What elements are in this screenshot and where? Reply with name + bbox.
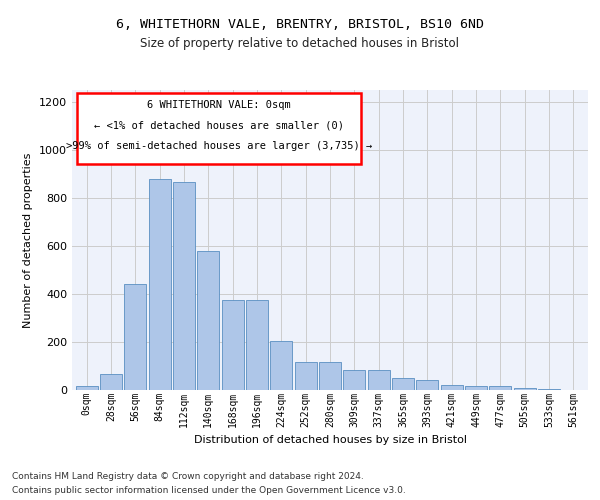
Bar (295, 362, 317, 390)
Bar (124, 284, 146, 390)
Text: ← <1% of detached houses are smaller (0): ← <1% of detached houses are smaller (0) (94, 120, 344, 130)
Bar (76, 386, 98, 390)
Bar (246, 300, 268, 390)
Bar (538, 389, 560, 390)
Y-axis label: Number of detached properties: Number of detached properties (23, 152, 34, 328)
Text: >99% of semi-detached houses are larger (3,735) →: >99% of semi-detached houses are larger … (66, 141, 372, 151)
Bar (392, 378, 414, 390)
Text: 6, WHITETHORN VALE, BRENTRY, BRISTOL, BS10 6ND: 6, WHITETHORN VALE, BRENTRY, BRISTOL, BS… (116, 18, 484, 30)
Text: Size of property relative to detached houses in Bristol: Size of property relative to detached ho… (140, 38, 460, 51)
Bar (368, 370, 389, 390)
Bar (149, 179, 170, 390)
Text: 6 WHITETHORN VALE: 0sqm: 6 WHITETHORN VALE: 0sqm (147, 100, 291, 110)
Text: Contains HM Land Registry data © Crown copyright and database right 2024.: Contains HM Land Registry data © Crown c… (12, 472, 364, 481)
Bar (173, 182, 195, 390)
Bar (100, 374, 122, 390)
Bar (197, 252, 219, 390)
Bar (271, 341, 292, 390)
Bar (343, 370, 365, 390)
Bar (319, 362, 341, 390)
FancyBboxPatch shape (77, 93, 361, 164)
X-axis label: Distribution of detached houses by size in Bristol: Distribution of detached houses by size … (193, 435, 467, 445)
Text: Contains public sector information licensed under the Open Government Licence v3: Contains public sector information licen… (12, 486, 406, 495)
Bar (221, 300, 244, 390)
Bar (416, 380, 439, 390)
Bar (465, 386, 487, 390)
Bar (490, 386, 511, 390)
Bar (441, 384, 463, 390)
Bar (514, 388, 536, 390)
